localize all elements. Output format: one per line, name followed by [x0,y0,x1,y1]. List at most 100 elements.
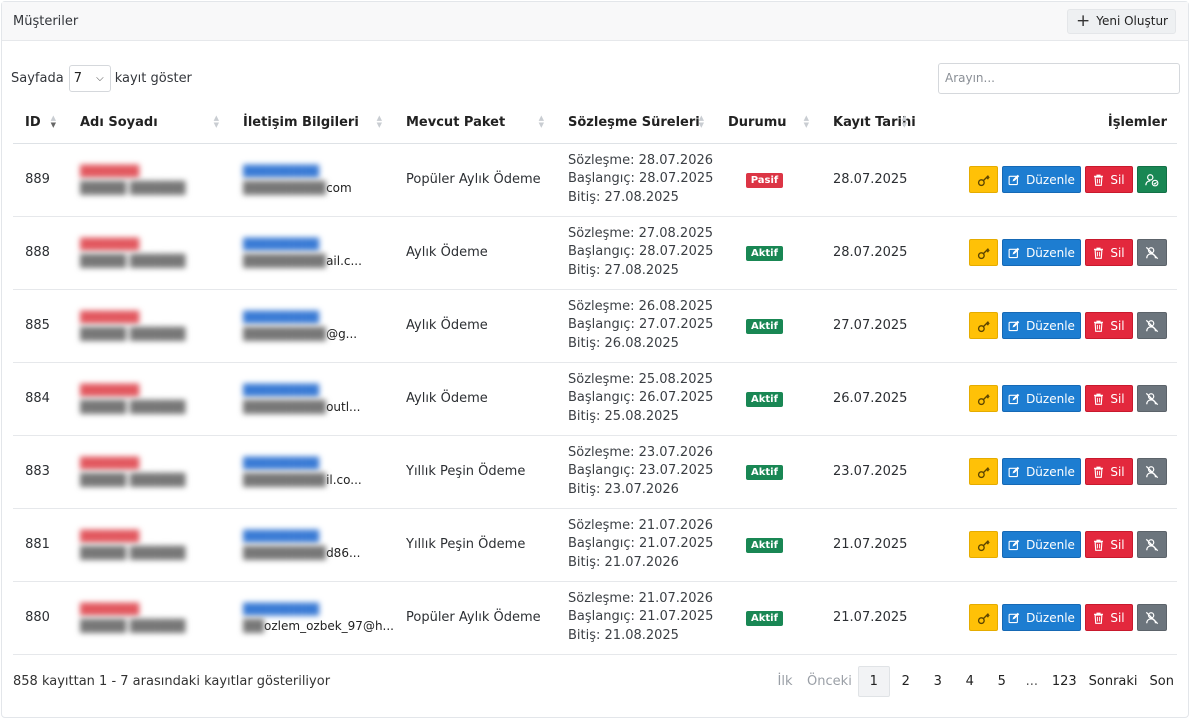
redacted-name: █████ ██████ [80,618,186,633]
delete-button[interactable]: Sil [1085,531,1133,558]
page-3[interactable]: 3 [933,673,942,689]
plus-icon: + [1075,10,1091,31]
page-prev[interactable]: Önceki [807,673,852,689]
user-access-button[interactable] [1137,385,1167,412]
redacted-email: █████████ [243,326,327,341]
delete-button[interactable]: Sil [1085,312,1133,339]
password-button[interactable] [969,312,998,339]
cell-actions: Düzenle Sil [919,289,1177,363]
redacted-name: █████ ██████ [80,253,186,268]
edit-button[interactable]: Düzenle [1002,385,1081,412]
cell-name: ███████ █████ ██████ [68,289,231,363]
delete-button[interactable]: Sil [1085,458,1133,485]
user-x-icon [1145,246,1159,260]
user-access-button[interactable] [1137,531,1167,558]
edit-button[interactable]: Düzenle [1002,312,1081,339]
col-name[interactable]: Adı Soyadı ▲ ▼ [68,103,231,144]
password-button[interactable] [969,458,998,485]
edit-label: Düzenle [1026,610,1075,625]
page-first[interactable]: İlk [777,673,793,689]
contract-date: Sözleşme: 23.07.2026 [568,444,714,460]
redacted-code: ███████ [80,310,140,324]
edit-label: Düzenle [1026,537,1075,552]
edit-icon [1008,466,1020,478]
col-status[interactable]: Durumu ▲ ▼ [716,103,821,144]
key-icon [977,246,991,260]
edit-button[interactable]: Düzenle [1002,604,1081,631]
status-badge: Pasif [745,172,784,188]
delete-button[interactable]: Sil [1085,385,1133,412]
page-4[interactable]: 4 [965,673,974,689]
page-1[interactable]: 1 [857,665,890,697]
cell-id: 888 [13,216,68,290]
redacted-email: █████████ [243,545,327,560]
delete-button[interactable]: Sil [1085,166,1133,193]
cell-status: Aktif [716,289,821,363]
redacted-name: █████ ██████ [80,180,186,195]
cell-date: 23.07.2025 [821,435,919,509]
col-date[interactable]: Kayıt Tarihi ▲ ▼ [821,103,919,144]
cell-status: Aktif [716,216,821,290]
cell-package: Popüler Aylık Ödeme [394,581,556,655]
start-date: Başlangıç: 23.07.2025 [568,463,714,479]
col-id[interactable]: ID ▲ ▼ [13,103,68,144]
page-last[interactable]: Son [1149,673,1174,689]
start-date: Başlangıç: 28.07.2025 [568,244,714,260]
password-button[interactable] [969,166,998,193]
password-button[interactable] [969,239,998,266]
page-length-value: 7 [73,70,82,86]
delete-button[interactable]: Sil [1085,239,1133,266]
user-access-button[interactable] [1137,312,1167,339]
email-visible-part: ail.c... [326,253,362,268]
password-button[interactable] [969,604,998,631]
edit-button[interactable]: Düzenle [1002,239,1081,266]
redacted-email: █████████ [243,253,327,268]
page-length-select[interactable]: 7 ⌵ [68,64,111,92]
end-date: Bitiş: 25.08.2025 [568,408,679,424]
delete-button[interactable]: Sil [1085,604,1133,631]
edit-icon [1008,612,1020,624]
page-next[interactable]: Sonraki [1088,673,1138,689]
contract-date: Sözleşme: 21.07.2026 [568,517,714,533]
redacted-email: █████████ [243,472,327,487]
user-access-button[interactable] [1137,239,1167,266]
redacted-name: █████ ██████ [80,545,186,560]
user-x-icon [1145,611,1159,625]
edit-button[interactable]: Düzenle [1002,458,1081,485]
col-actions: İşlemler [919,103,1177,144]
edit-button[interactable]: Düzenle [1002,166,1081,193]
cell-name: ███████ █████ ██████ [68,508,231,582]
col-contract[interactable]: Sözleşme Süreleri ▲ ▼ [556,103,716,144]
end-date: Bitiş: 27.08.2025 [568,189,679,205]
cell-name: ███████ █████ ██████ [68,362,231,436]
edit-icon [1008,393,1020,405]
col-package[interactable]: Mevcut Paket ▲ ▼ [394,103,556,144]
cell-name: ███████ █████ ██████ [68,435,231,509]
cell-actions: Düzenle Sil [919,216,1177,290]
status-badge: Aktif [746,318,783,334]
password-button[interactable] [969,531,998,558]
new-customer-button[interactable]: + Yeni Oluştur [1066,8,1176,34]
edit-button[interactable]: Düzenle [1002,531,1081,558]
cell-contract: Sözleşme: 21.07.2026 Başlangıç: 21.07.202… [556,581,716,655]
col-contact[interactable]: İletişim Bilgileri ▲ ▼ [231,103,394,144]
cell-status: Aktif [716,508,821,582]
edit-icon [1008,247,1020,259]
page-last-number[interactable]: 123 [1051,673,1077,689]
user-access-button[interactable] [1137,604,1167,631]
page-5[interactable]: 5 [997,673,1006,689]
cell-id: 889 [13,143,68,217]
user-access-button[interactable] [1137,458,1167,485]
page-2[interactable]: 2 [901,673,910,689]
key-icon [977,538,991,552]
delete-label: Sil [1110,610,1125,625]
redacted-phone: █████████ [243,383,320,397]
cell-contract: Sözleşme: 27.08.2025 Başlangıç: 28.07.202… [556,216,716,290]
trash-icon [1093,612,1104,624]
key-icon [977,465,991,479]
search-input[interactable] [938,62,1180,94]
cell-name: ███████ █████ ██████ [68,216,231,290]
email-visible-part: outl... [326,399,361,414]
user-access-button[interactable] [1137,166,1167,193]
password-button[interactable] [969,385,998,412]
